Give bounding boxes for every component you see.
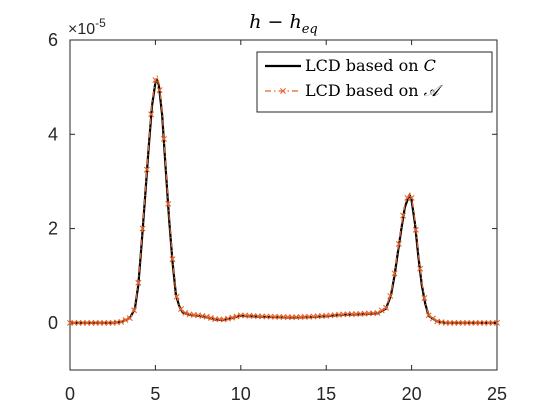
series-marker-a: [220, 316, 227, 323]
series-marker-a: [165, 200, 172, 207]
series-marker-a: [387, 292, 394, 299]
series-marker-a: [79, 319, 86, 326]
series-marker-a: [485, 319, 492, 326]
series-marker-a: [143, 166, 150, 173]
series-marker-a: [169, 256, 176, 263]
series-marker-a: [404, 194, 411, 201]
series-marker-a: [421, 295, 428, 301]
series-marker-a: [425, 312, 432, 319]
x-tick-label: 10: [231, 384, 251, 404]
x-tick-label: 25: [487, 384, 507, 404]
series-marker-a: [84, 319, 91, 326]
y-tick-label: 0: [48, 313, 58, 333]
series-marker-a: [391, 270, 398, 277]
series-marker-a: [225, 315, 231, 322]
series-marker-a: [122, 317, 129, 324]
series-marker-a: [207, 314, 214, 321]
series-marker-a: [455, 319, 462, 326]
series-marker-a: [481, 319, 488, 326]
series-marker-a: [131, 307, 138, 314]
legend-box: [256, 51, 493, 113]
series-marker-a: [476, 319, 483, 326]
series-marker-a: [395, 240, 402, 247]
y-tick-label: 4: [48, 124, 58, 144]
series-marker-a: [67, 319, 73, 326]
series-marker-a: [148, 111, 155, 118]
legend-marker-a: [280, 88, 286, 94]
series-marker-a: [152, 77, 159, 84]
series-marker-a: [417, 265, 424, 272]
series-marker-a: [408, 194, 415, 201]
series-marker-a: [182, 309, 189, 316]
legend: LCD based on C LCD based on 𝒜: [256, 51, 493, 113]
x-tick-label: 0: [65, 384, 75, 404]
series-marker-a: [468, 319, 475, 326]
series-marker-a: [442, 319, 449, 326]
series-layer: [67, 73, 500, 326]
series-marker-a: [382, 304, 389, 311]
series-marker-a: [156, 87, 163, 94]
series-marker-a: [135, 279, 142, 286]
series-marker-a: [489, 319, 496, 326]
y-tick-label: 2: [48, 219, 58, 239]
series-marker-a: [173, 293, 180, 300]
x-tick-label: 15: [316, 384, 336, 404]
y-tick-label: 6: [48, 30, 58, 50]
series-marker-a: [118, 318, 125, 325]
chart-title: h − heq: [249, 11, 318, 37]
series-marker-a: [105, 319, 112, 326]
series-marker-a: [412, 226, 419, 233]
x-axis-ticks: 0 5 10 15 20 25: [65, 40, 507, 404]
series-marker-a: [92, 319, 99, 326]
series-marker-a: [378, 307, 385, 314]
y-axis-multiplier: ×10-5: [68, 16, 106, 38]
series-marker-a: [472, 319, 479, 326]
legend-entry-c: LCD based on C: [305, 56, 436, 75]
series-marker-a: [160, 136, 167, 142]
series-marker-a: [229, 314, 236, 321]
series-marker-a: [447, 319, 454, 326]
series-marker-a: [75, 319, 82, 326]
series-marker-a: [400, 212, 407, 219]
series-marker-a: [71, 319, 78, 326]
series-marker-a: [139, 225, 146, 232]
x-tick-label: 20: [402, 384, 422, 404]
series-marker-a: [96, 319, 103, 326]
series-marker-a: [459, 319, 466, 326]
series-marker-a: [464, 319, 471, 326]
series-marker-a: [494, 319, 500, 326]
series-marker-a: [429, 315, 436, 322]
series-marker-a: [203, 313, 210, 320]
series-marker-a: [233, 313, 240, 320]
series-marker-a: [451, 319, 458, 326]
legend-entry-a: LCD based on 𝒜: [305, 81, 444, 100]
series-marker-a: [101, 319, 108, 326]
series-marker-a: [374, 309, 381, 316]
legend-marker-x: [280, 88, 286, 94]
series-marker-a: [126, 315, 133, 322]
x-tick-label: 5: [150, 384, 160, 404]
series-marker-a: [88, 319, 95, 326]
